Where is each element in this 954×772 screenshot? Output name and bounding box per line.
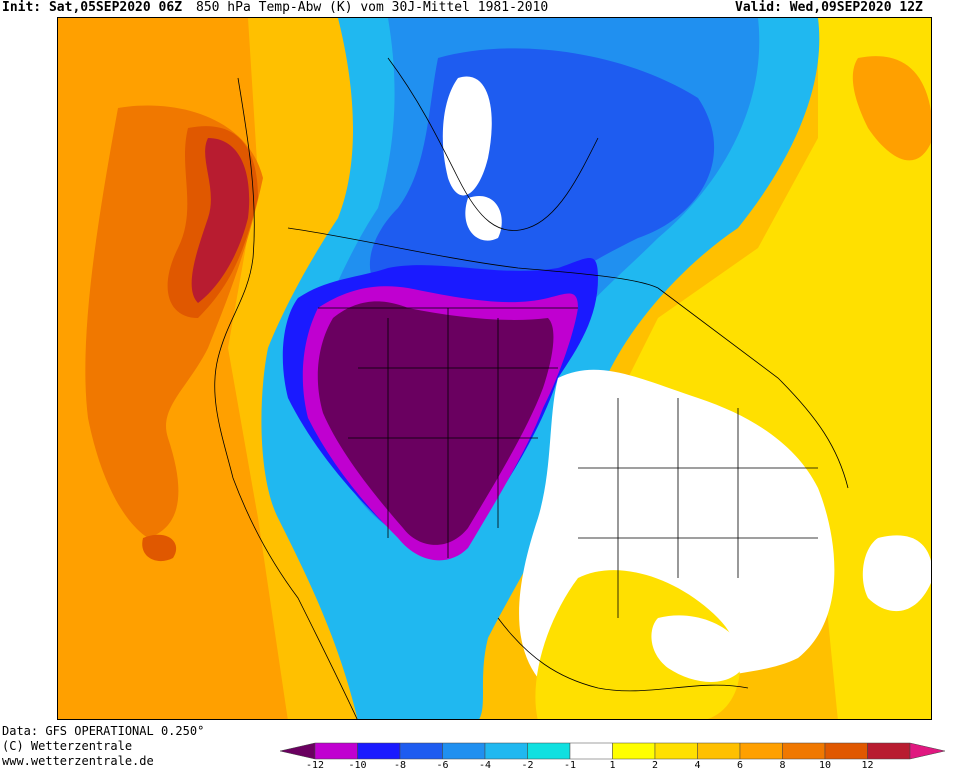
field-title: 850 hPa Temp-Abw (K) vom 30J-Mittel 1981… [196, 0, 549, 15]
atlantic-neutral-spot [862, 535, 931, 611]
small-warm-spot [142, 534, 177, 562]
colorbar [279, 742, 946, 760]
west-coastline [214, 77, 358, 719]
colorbar-tick-label: -12 [305, 760, 325, 771]
copyright: (C) Wetterzentrale [2, 739, 133, 753]
gulf-neutral-spot [651, 615, 748, 682]
init-label-text: Init: [2, 0, 42, 15]
colorbar-tick-label: 10 [818, 760, 832, 771]
colorbar-tick-label: 1 [609, 760, 616, 771]
colorbar-tick-label: -10 [348, 760, 367, 771]
colorbar-segment [279, 742, 316, 760]
gulf-warm-spot [535, 570, 740, 719]
colorbar-segment [314, 742, 358, 760]
colorbar-segment [527, 742, 571, 760]
us-canada-border [287, 227, 659, 289]
hudson-bay-coast [387, 57, 599, 231]
data-source: Data: GFS OPERATIONAL 0.250° [2, 724, 205, 738]
colorbar-tick-label: -6 [436, 760, 449, 771]
map-canvas [58, 18, 931, 719]
colorbar-segment [442, 742, 486, 760]
colorbar-segment [909, 742, 946, 760]
colorbar-tick-label: -1 [563, 760, 577, 771]
small-neutral-spot [465, 196, 502, 241]
hudson-neutral-zone [442, 76, 492, 196]
colorbar-tick-label: 6 [736, 760, 744, 771]
colorbar-segment [867, 742, 911, 760]
cold-anomaly-12k [317, 301, 554, 545]
colorbar-segment [654, 742, 698, 760]
east-state-borders [578, 398, 818, 618]
colorbar-segment [399, 742, 443, 760]
colorbar-segment [697, 742, 741, 760]
colorbar-segment [612, 742, 656, 760]
colorbar-segment [569, 742, 613, 760]
anomaly-map [57, 17, 932, 720]
gulf-coastline [497, 617, 749, 692]
colorbar-segment [782, 742, 826, 760]
colorbar-tick-label: -8 [393, 760, 407, 771]
colorbar-tick-label: 8 [779, 760, 786, 771]
colorbar-segment [824, 742, 868, 760]
website-link[interactable]: www.wetterzentrale.de [2, 754, 154, 768]
east-coastline [657, 287, 849, 489]
valid-label-text: Valid: [735, 0, 782, 15]
init-label: Init: Sat,05SEP2020 06Z [2, 0, 182, 16]
colorbar-tick-label: 4 [694, 760, 701, 771]
pacific-anomaly-12k [191, 138, 250, 303]
colorbar-segment [357, 742, 401, 760]
colorbar-tick-label: -2 [521, 760, 534, 771]
atlantic-anomaly-6k [852, 56, 931, 161]
valid-time: Wed,09SEP2020 12Z [789, 0, 923, 15]
colorbar-tick-label: 2 [651, 760, 659, 771]
colorbar-tick-label: -4 [478, 760, 492, 771]
init-time: Sat,05SEP2020 06Z [48, 0, 183, 15]
colorbar-segment [739, 742, 783, 760]
atlantic-warm-zone [618, 18, 931, 719]
map-outlines [214, 57, 849, 719]
valid-label: Valid: Wed,09SEP2020 12Z [735, 0, 923, 16]
colorbar-ticks: -12 -10 -8 -6 -4 -2 -1 1 2 4 6 8 10 12 [270, 760, 954, 772]
colorbar-segment [484, 742, 528, 760]
colorbar-tick-label: 12 [861, 760, 874, 771]
state-borders [318, 307, 578, 558]
